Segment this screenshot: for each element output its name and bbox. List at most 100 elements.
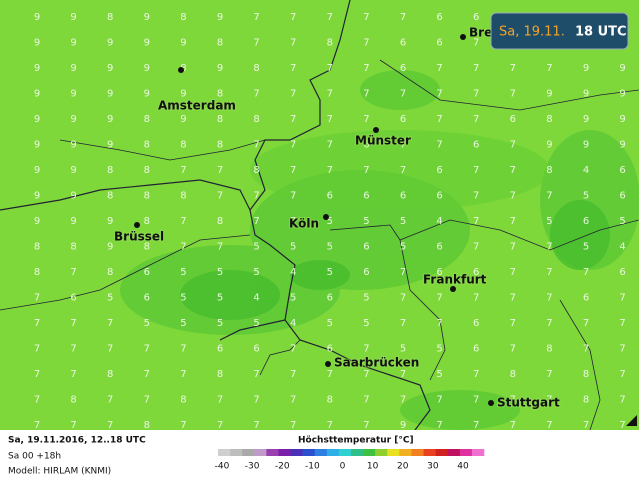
grid-value: 8 bbox=[34, 242, 40, 253]
grid-value: 6 bbox=[619, 267, 625, 278]
grid-value: 5 bbox=[253, 318, 259, 329]
grid-value: 7 bbox=[363, 63, 369, 74]
grid-value: 9 bbox=[70, 140, 76, 151]
grid-value: 7 bbox=[619, 293, 625, 304]
grid-value: 7 bbox=[619, 420, 625, 431]
grid-value: 5 bbox=[400, 242, 406, 253]
grid-value: 5 bbox=[217, 293, 223, 304]
grid-value: 7 bbox=[510, 191, 516, 202]
grid-value: 5 bbox=[546, 216, 552, 227]
grid-value: 9 bbox=[180, 38, 186, 49]
grid-value: 6 bbox=[363, 242, 369, 253]
grid-value: 9 bbox=[583, 140, 589, 151]
scale-segment bbox=[459, 449, 473, 456]
grid-value: 8 bbox=[253, 165, 259, 176]
grid-value: 9 bbox=[546, 89, 552, 100]
grid-value: 8 bbox=[144, 165, 150, 176]
scale-segment bbox=[423, 449, 436, 456]
scale-segment bbox=[375, 449, 388, 456]
grid-value: 7 bbox=[290, 140, 296, 151]
scale-label: -40 bbox=[215, 462, 230, 472]
grid-value: 5 bbox=[436, 369, 442, 380]
grid-value: 8 bbox=[144, 191, 150, 202]
grid-value: 6 bbox=[70, 293, 76, 304]
grid-value: 7 bbox=[546, 318, 552, 329]
grid-value: 9 bbox=[107, 89, 113, 100]
grid-value: 9 bbox=[546, 140, 552, 151]
grid-value: 7 bbox=[473, 114, 479, 125]
grid-value: 7 bbox=[400, 89, 406, 100]
grid-value: 9 bbox=[144, 12, 150, 23]
grid-value: 9 bbox=[34, 63, 40, 74]
grid-value: 9 bbox=[70, 12, 76, 23]
grid-value: 9 bbox=[70, 63, 76, 74]
grid-value: 7 bbox=[510, 140, 516, 151]
grid-value: 8 bbox=[546, 344, 552, 355]
grid-value: 7 bbox=[546, 293, 552, 304]
grid-value: 7 bbox=[327, 12, 333, 23]
grid-value: 7 bbox=[253, 12, 259, 23]
grid-value: 7 bbox=[400, 369, 406, 380]
grid-value: 7 bbox=[327, 89, 333, 100]
grid-value: 7 bbox=[619, 344, 625, 355]
scale-segment bbox=[218, 449, 231, 456]
grid-value: 8 bbox=[217, 140, 223, 151]
temperature-areas bbox=[120, 70, 639, 430]
grid-value: 8 bbox=[107, 191, 113, 202]
scale-segment bbox=[278, 449, 291, 456]
scale-segment bbox=[447, 449, 461, 456]
city-label: Frankfurt bbox=[423, 273, 487, 287]
scale-label: -20 bbox=[275, 462, 290, 472]
date-label: Sa, 19.11. bbox=[499, 25, 565, 40]
grid-value: 7 bbox=[327, 165, 333, 176]
grid-value: 4 bbox=[583, 165, 589, 176]
grid-value: 7 bbox=[34, 344, 40, 355]
grid-value: 8 bbox=[546, 114, 552, 125]
grid-value: 7 bbox=[253, 216, 259, 227]
city-label: Köln bbox=[289, 217, 319, 231]
grid-value: 8 bbox=[107, 165, 113, 176]
grid-value: 7 bbox=[290, 165, 296, 176]
city-dots bbox=[134, 34, 494, 406]
grid-value: 7 bbox=[436, 318, 442, 329]
time-box bbox=[490, 12, 629, 50]
grid-value: 6 bbox=[436, 242, 442, 253]
grid-value: 5 bbox=[290, 293, 296, 304]
grid-value: 7 bbox=[34, 420, 40, 431]
grid-value: 4 bbox=[290, 318, 296, 329]
grid-value: 7 bbox=[327, 420, 333, 431]
scale-label: 10 bbox=[367, 462, 379, 472]
grid-value: 6 bbox=[436, 267, 442, 278]
grid-value: 7 bbox=[290, 344, 296, 355]
grid-value: 7 bbox=[510, 89, 516, 100]
grid-value: 7 bbox=[290, 420, 296, 431]
grid-value: 7 bbox=[290, 216, 296, 227]
grid-value: 7 bbox=[363, 369, 369, 380]
grid-value: 7 bbox=[327, 63, 333, 74]
grid-value: 9 bbox=[34, 114, 40, 125]
grid-value: 9 bbox=[70, 216, 76, 227]
scale-segment bbox=[230, 449, 243, 456]
scale-segment bbox=[435, 449, 449, 456]
scale-segment bbox=[254, 449, 267, 456]
grid-value: 7 bbox=[70, 267, 76, 278]
grid-value: 8 bbox=[70, 395, 76, 406]
grid-value: 4 bbox=[290, 267, 296, 278]
scale-label: 40 bbox=[457, 462, 469, 472]
grid-value: 5 bbox=[363, 318, 369, 329]
grid-value: 8 bbox=[583, 369, 589, 380]
grid-value: 9 bbox=[107, 242, 113, 253]
grid-value: 7 bbox=[107, 395, 113, 406]
grid-value: 5 bbox=[363, 293, 369, 304]
grid-value: 7 bbox=[400, 318, 406, 329]
grid-value: 6 bbox=[327, 344, 333, 355]
grid-value: 8 bbox=[217, 369, 223, 380]
grid-value: 8 bbox=[217, 114, 223, 125]
grid-value: 5 bbox=[436, 344, 442, 355]
city-label: Brüssel bbox=[114, 230, 164, 244]
grid-value: 7 bbox=[546, 191, 552, 202]
grid-value: 7 bbox=[363, 12, 369, 23]
city-label: Münster bbox=[355, 134, 411, 148]
grid-value: 7 bbox=[217, 165, 223, 176]
grid-value: 7 bbox=[400, 267, 406, 278]
